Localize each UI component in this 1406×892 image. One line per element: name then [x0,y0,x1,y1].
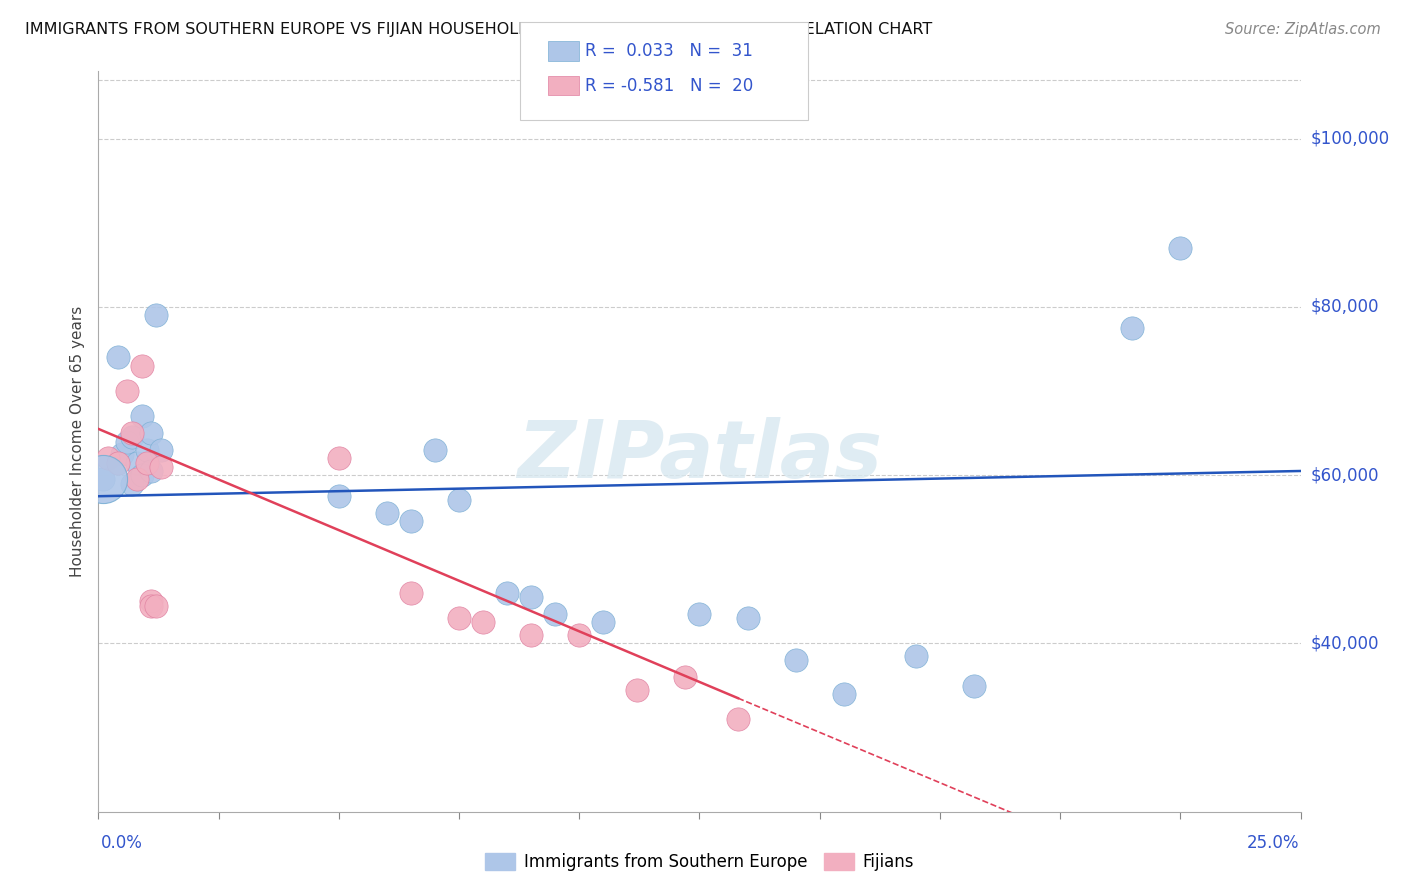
Point [423,442,446,457]
Text: R = -0.581   N =  20: R = -0.581 N = 20 [585,77,754,95]
Point [131,409,153,424]
Text: ZIPatlas: ZIPatlas [517,417,882,495]
Point [121,430,143,444]
Text: $60,000: $60,000 [1310,467,1379,484]
Point [962,679,984,693]
Point [568,628,591,642]
Point [520,590,543,604]
Point [328,451,350,466]
Text: $100,000: $100,000 [1310,129,1389,148]
Point [472,615,495,630]
Point [626,682,648,697]
Text: IMMIGRANTS FROM SOUTHERN EUROPE VS FIJIAN HOUSEHOLDER INCOME OVER 65 YEARS CORRE: IMMIGRANTS FROM SOUTHERN EUROPE VS FIJIA… [25,22,932,37]
Point [496,586,519,600]
Point [544,607,567,621]
Point [328,489,350,503]
Point [107,351,129,365]
Point [737,611,759,625]
Point [141,426,163,441]
Point [121,426,143,441]
Point [125,472,148,486]
Point [125,456,148,470]
Text: 25.0%: 25.0% [1247,834,1299,852]
Point [1170,241,1192,255]
Y-axis label: Householder Income Over 65 years: Householder Income Over 65 years [69,306,84,577]
Point [399,586,422,600]
Point [135,456,157,470]
Text: 0.0%: 0.0% [101,834,143,852]
Point [111,447,134,461]
Point [91,472,114,486]
Point [904,649,927,664]
Point [131,468,153,483]
Point [131,359,153,373]
Point [447,493,470,508]
Point [520,628,543,642]
Point [447,611,470,625]
Point [91,472,114,486]
Point [145,309,167,323]
Text: $80,000: $80,000 [1310,298,1379,316]
Text: $40,000: $40,000 [1310,634,1379,652]
Point [107,456,129,470]
Point [1121,321,1143,335]
Point [141,594,163,608]
Point [399,515,422,529]
Point [149,459,172,474]
Point [135,442,157,457]
Point [375,506,398,520]
Point [673,670,696,684]
Point [688,607,710,621]
Text: Source: ZipAtlas.com: Source: ZipAtlas.com [1225,22,1381,37]
Legend: Immigrants from Southern Europe, Fijians: Immigrants from Southern Europe, Fijians [478,846,921,878]
Point [592,615,614,630]
Point [141,464,163,478]
Point [141,599,163,613]
Point [727,712,749,726]
Point [117,384,139,398]
Point [149,442,172,457]
Text: R =  0.033   N =  31: R = 0.033 N = 31 [585,42,752,60]
Point [117,434,139,449]
Point [785,653,807,667]
Point [145,599,167,613]
Point [97,451,120,466]
Point [832,687,855,701]
Point [121,476,143,491]
